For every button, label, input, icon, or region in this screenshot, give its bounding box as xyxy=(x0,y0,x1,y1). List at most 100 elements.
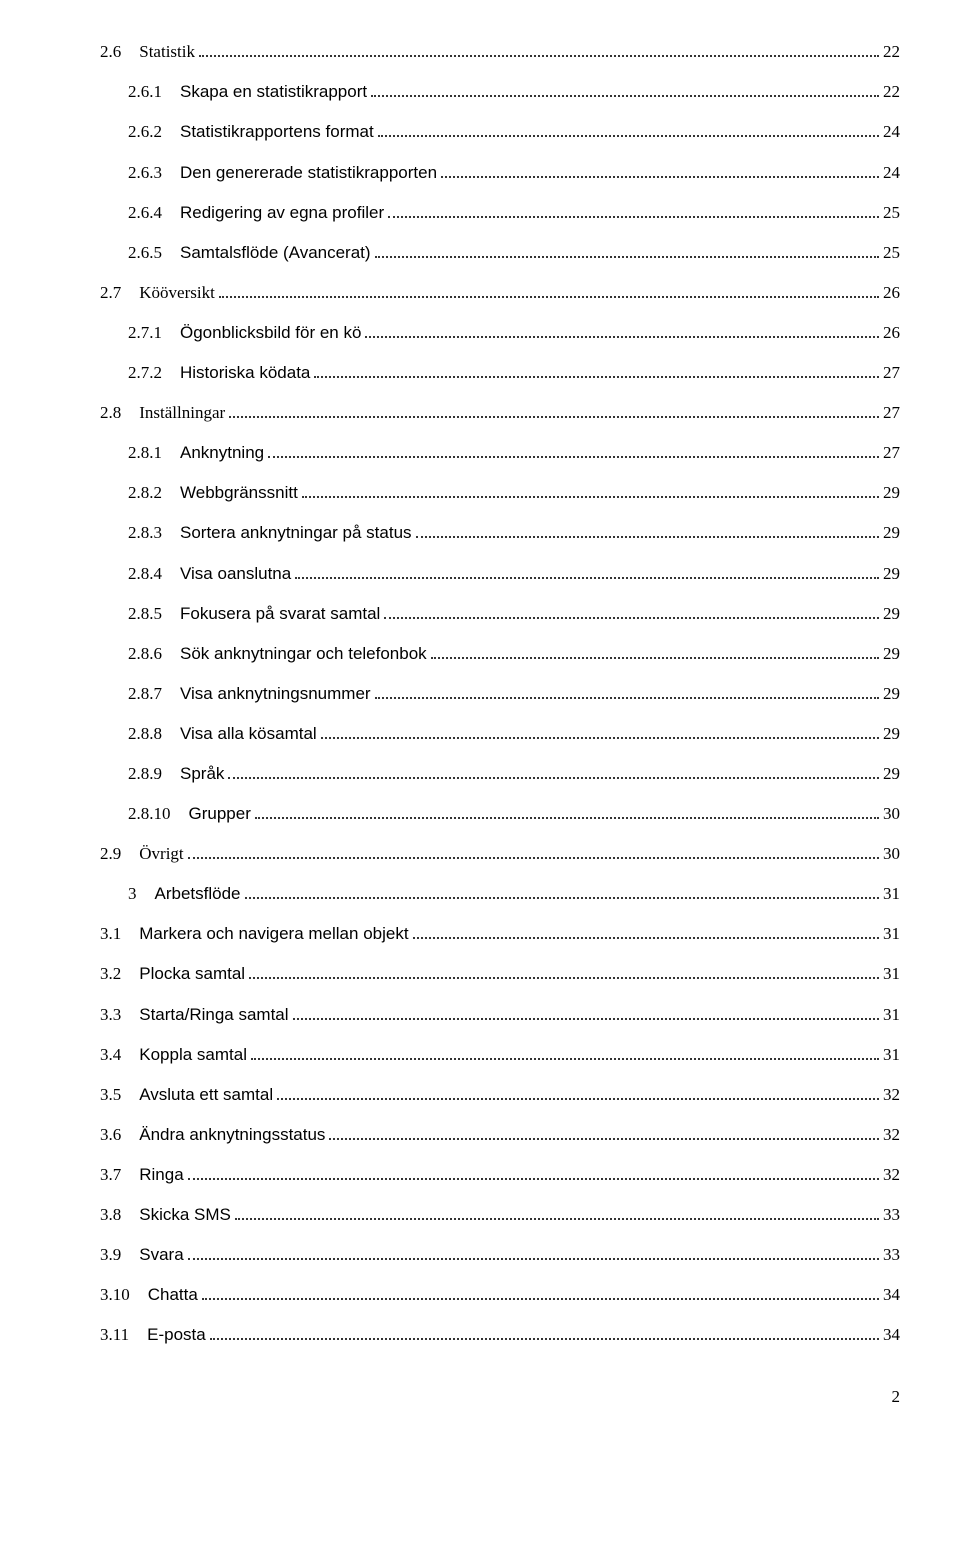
toc-entry-title: Arbetsflöde xyxy=(155,882,241,906)
toc-entry: 2.7Kööversikt 26 xyxy=(100,281,900,305)
toc-entry-number: 3.5 xyxy=(100,1083,139,1107)
toc-entry: 3.9Svara33 xyxy=(100,1243,900,1267)
toc-leader-dots xyxy=(188,842,879,859)
toc-entry-title: Avsluta ett samtal xyxy=(139,1083,273,1107)
toc-leader-dots xyxy=(388,200,879,217)
toc-entry-number: 3.3 xyxy=(100,1003,139,1027)
toc-leader-dots xyxy=(378,120,879,137)
toc-leader-dots xyxy=(202,1283,879,1300)
toc-entry-title: Anknytning xyxy=(180,441,264,465)
toc-entry: 2.8.6Sök anknytningar och telefonbok29 xyxy=(100,641,900,665)
toc-leader-dots xyxy=(329,1123,879,1140)
toc-entry-page: 34 xyxy=(883,1283,900,1307)
toc-leader-dots xyxy=(268,441,879,458)
toc-entry-number: 2.8.1 xyxy=(128,441,180,465)
toc-entry: 2.6.2Statistikrapportens format24 xyxy=(100,120,900,144)
toc-entry-number: 2.8.6 xyxy=(128,642,180,666)
toc-entry: 2.8.9Språk29 xyxy=(100,762,900,786)
toc-entry-number: 2.6 xyxy=(100,40,139,64)
toc-entry-page: 29 xyxy=(883,562,900,586)
toc-leader-dots xyxy=(245,882,880,899)
toc-leader-dots xyxy=(441,160,879,177)
toc-entry-page: 27 xyxy=(883,361,900,385)
toc-entry: 2.6.4Redigering av egna profiler25 xyxy=(100,200,900,224)
toc-entry: 3.6Ändra anknytningsstatus32 xyxy=(100,1123,900,1147)
toc-leader-dots xyxy=(188,1163,879,1180)
toc-entry-number: 3.11 xyxy=(100,1323,147,1347)
toc-entry: 2.8.2Webbgränssnitt29 xyxy=(100,481,900,505)
toc-entry-number: 2.7 xyxy=(100,281,139,305)
toc-entry-title: Visa alla kösamtal xyxy=(180,722,317,746)
toc-entry: 2.8.8Visa alla kösamtal29 xyxy=(100,722,900,746)
toc-entry: 2.8.10Grupper30 xyxy=(100,802,900,826)
toc-entry: 2.8.1Anknytning27 xyxy=(100,441,900,465)
toc-entry-title: Inställningar xyxy=(139,401,225,425)
toc-entry-page: 34 xyxy=(883,1323,900,1347)
toc-entry-page: 32 xyxy=(883,1163,900,1187)
toc-entry: 2.6Statistik22 xyxy=(100,40,900,64)
toc-entry-title: Chatta xyxy=(148,1283,198,1307)
toc-entry-page: 31 xyxy=(883,1003,900,1027)
toc-entry-page: 26 xyxy=(883,281,900,305)
toc-entry: 2.8.7Visa anknytningsnummer29 xyxy=(100,682,900,706)
toc-entry: 3.1Markera och navigera mellan objekt31 xyxy=(100,922,900,946)
toc-leader-dots xyxy=(235,1203,879,1220)
toc-entry-title: Skapa en statistikrapport xyxy=(180,80,367,104)
toc-entry-page: 33 xyxy=(883,1203,900,1227)
toc-entry-number: 3.2 xyxy=(100,962,139,986)
toc-entry: 3.3Starta/Ringa samtal 31 xyxy=(100,1002,900,1026)
toc-entry: 2.6.3Den genererade statistikrapporten24 xyxy=(100,160,900,184)
toc-entry-page: 29 xyxy=(883,642,900,666)
toc-leader-dots xyxy=(302,481,879,498)
toc-entry-title: Kööversikt xyxy=(139,281,215,305)
toc-entry-title: Markera och navigera mellan objekt xyxy=(139,922,408,946)
toc-entry-title: Starta/Ringa samtal xyxy=(139,1003,288,1027)
toc-leader-dots xyxy=(413,922,879,939)
toc-entry: 2.8.3Sortera anknytningar på status29 xyxy=(100,521,900,545)
toc-leader-dots xyxy=(199,40,879,57)
toc-entry-title: E-posta xyxy=(147,1323,206,1347)
toc-leader-dots xyxy=(219,281,879,298)
toc-entry-number: 3 xyxy=(128,882,155,906)
toc-entry-title: Svara xyxy=(139,1243,183,1267)
toc-entry-title: Språk xyxy=(180,762,224,786)
toc-entry-title: Övrigt xyxy=(139,842,183,866)
toc-leader-dots xyxy=(321,722,879,739)
toc-entry-title: Statistikrapportens format xyxy=(180,120,374,144)
toc-entry: 2.7.2Historiska ködata27 xyxy=(100,361,900,385)
toc-entry-page: 31 xyxy=(883,922,900,946)
toc-entry-page: 32 xyxy=(883,1083,900,1107)
toc-entry: 3.4Koppla samtal31 xyxy=(100,1042,900,1066)
toc-entry-page: 24 xyxy=(883,120,900,144)
toc-entry-page: 29 xyxy=(883,682,900,706)
toc-entry-title: Redigering av egna profiler xyxy=(180,201,384,225)
toc-entry-number: 3.4 xyxy=(100,1043,139,1067)
toc-entry-title: Grupper xyxy=(189,802,251,826)
toc-entry-title: Plocka samtal xyxy=(139,962,245,986)
toc-entry-page: 25 xyxy=(883,201,900,225)
toc-entry-number: 2.8.2 xyxy=(128,481,180,505)
toc-entry-number: 2.8.4 xyxy=(128,562,180,586)
toc-entry: 3.2Plocka samtal31 xyxy=(100,962,900,986)
toc-leader-dots xyxy=(229,401,879,418)
toc-entry: 2.8.4Visa oanslutna29 xyxy=(100,561,900,585)
toc-entry: 2.9Övrigt30 xyxy=(100,842,900,866)
toc-entry-title: Visa anknytningsnummer xyxy=(180,682,371,706)
toc-entry-title: Koppla samtal xyxy=(139,1043,247,1067)
toc-entry-page: 31 xyxy=(883,882,900,906)
toc-entry-title: Webbgränssnitt xyxy=(180,481,298,505)
toc-entry-page: 30 xyxy=(883,802,900,826)
toc-leader-dots xyxy=(251,1042,879,1059)
toc-entry-page: 29 xyxy=(883,722,900,746)
toc-entry-page: 29 xyxy=(883,762,900,786)
toc-entry-page: 26 xyxy=(883,321,900,345)
toc-entry-number: 3.10 xyxy=(100,1283,148,1307)
toc-entry-page: 29 xyxy=(883,602,900,626)
toc-entry-page: 32 xyxy=(883,1123,900,1147)
toc-entry-number: 3.8 xyxy=(100,1203,139,1227)
toc-entry-number: 2.7.1 xyxy=(128,321,180,345)
toc-entry-number: 2.6.5 xyxy=(128,241,180,265)
toc-entry-page: 22 xyxy=(883,40,900,64)
toc-entry: 3Arbetsflöde 31 xyxy=(100,882,900,906)
toc-entry-number: 2.6.1 xyxy=(128,80,180,104)
